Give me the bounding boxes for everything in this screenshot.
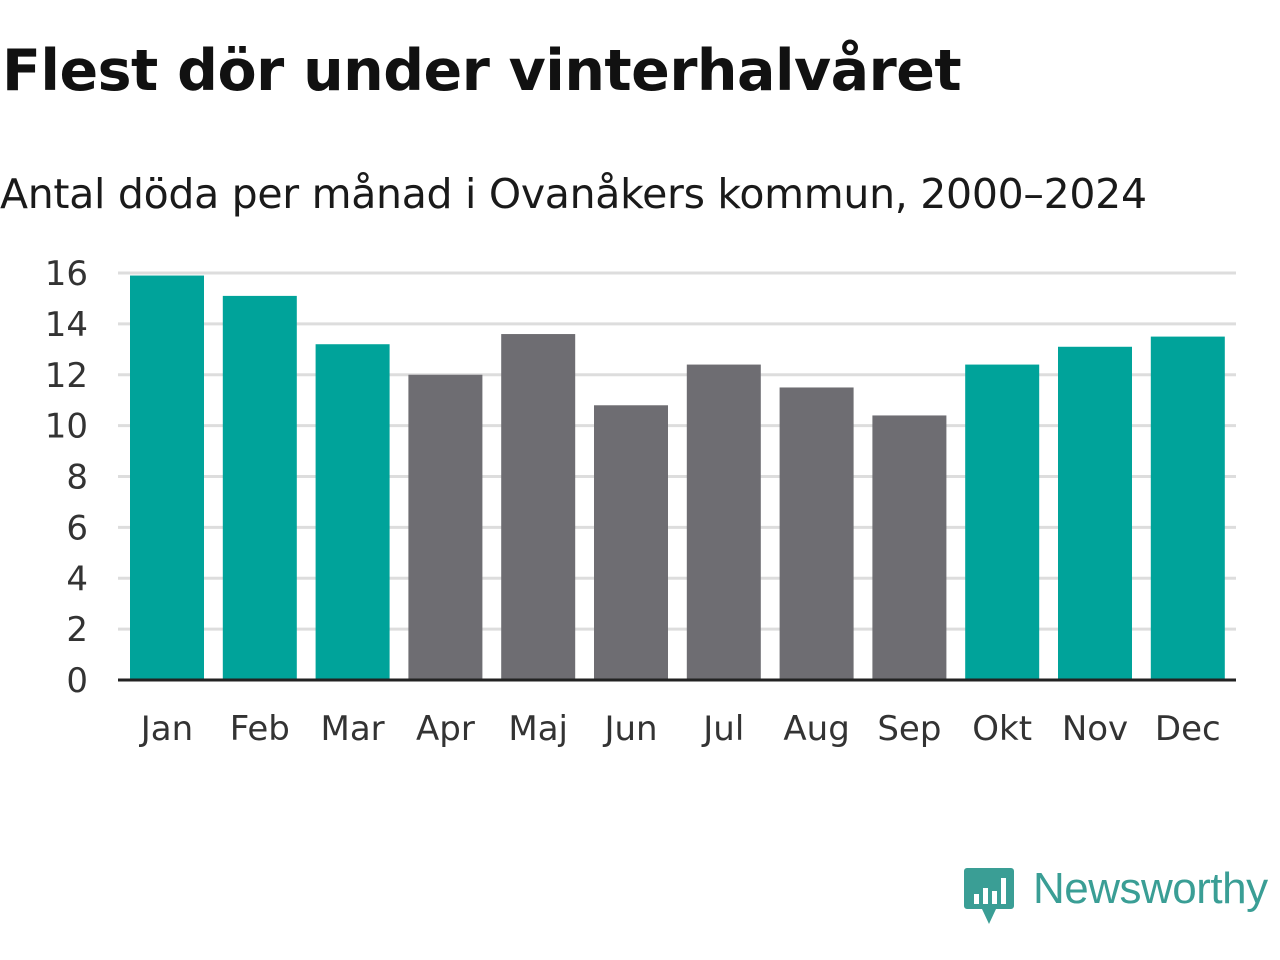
bar-feb [222, 295, 297, 680]
x-tick-label: Nov [1062, 709, 1128, 749]
x-tick-label: Jun [602, 709, 657, 749]
bar-apr [408, 374, 483, 680]
x-tick-label: Jul [701, 709, 744, 749]
y-tick-label: 10 [45, 407, 88, 447]
bar-aug [779, 387, 854, 680]
y-tick-label: 2 [66, 610, 88, 650]
y-tick-label: 14 [45, 305, 88, 345]
bar-chart: 0 2 4 6 8 10 12 14 16 Jan Feb Mar Apr Maj Jun Jul Aug Se… [45, 254, 1236, 749]
chart-subtitle: Antal döda per månad i Ovanåkers kommun,… [0, 170, 1147, 218]
y-tick-label: 0 [66, 661, 88, 701]
bar-dec [1150, 336, 1225, 680]
y-tick-label: 6 [66, 508, 88, 548]
bar-jul [686, 364, 761, 680]
x-tick-label: Maj [508, 709, 568, 749]
chart-title: Flest dör under vinterhalvåret [2, 38, 962, 104]
y-tick-label: 4 [66, 559, 88, 599]
x-tick-label: Jan [139, 709, 193, 749]
bar-jun [594, 405, 668, 680]
brand-name: Newsworthy [1033, 864, 1268, 913]
bar-mar [315, 344, 390, 680]
y-tick-label: 12 [45, 356, 88, 396]
bars [130, 275, 1225, 680]
brand-logo: Newsworthy [963, 862, 1275, 926]
y-tick-label: 16 [45, 254, 88, 294]
x-tick-label: Feb [230, 709, 290, 749]
bar-nov [1058, 346, 1132, 680]
bar-maj [501, 334, 576, 680]
x-tick-label: Mar [321, 709, 385, 749]
newsworthy-logo-icon [964, 868, 1014, 924]
x-tick-label: Apr [416, 709, 475, 749]
y-axis-ticks: 0 2 4 6 8 10 12 14 16 [45, 254, 88, 701]
x-tick-label: Sep [877, 709, 941, 749]
x-tick-label: Aug [783, 709, 849, 749]
gridlines [118, 271, 1236, 631]
bar-sep [872, 415, 947, 680]
x-tick-label: Dec [1155, 709, 1221, 749]
x-axis-ticks: Jan Feb Mar Apr Maj Jun Jul Aug Sep Okt Nov Dec [139, 709, 1221, 749]
bar-okt [965, 364, 1040, 680]
y-tick-label: 8 [66, 458, 88, 498]
x-tick-label: Okt [972, 709, 1032, 749]
bar-jan [130, 275, 204, 680]
